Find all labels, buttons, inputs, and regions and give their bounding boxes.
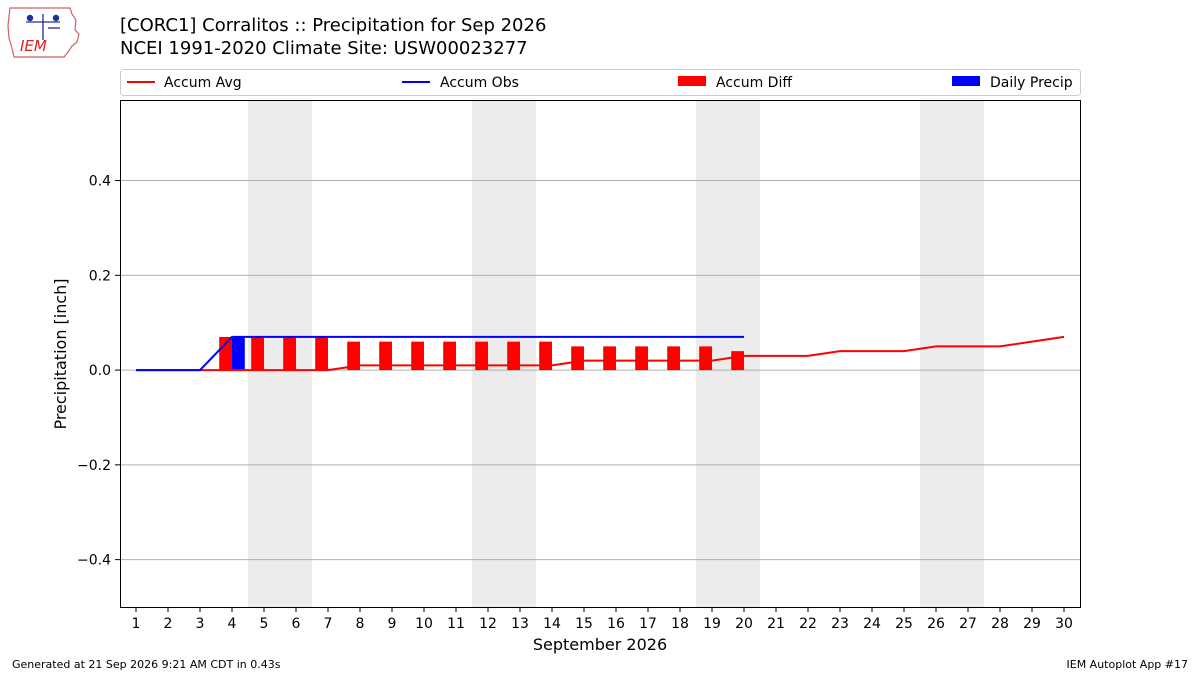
x-tick-label-18: 18 xyxy=(671,616,689,632)
x-tick-label-22: 22 xyxy=(799,616,817,632)
accum-diff-bar-17 xyxy=(635,346,648,371)
accum-diff-bar-16 xyxy=(603,346,616,371)
accum-diff-bar-4 xyxy=(219,336,232,371)
accum-diff-bar-5 xyxy=(251,336,264,371)
legend-item-accum-obs: Accum Obs xyxy=(402,75,519,91)
x-tick-label-3: 3 xyxy=(196,616,205,632)
x-tick-label-13: 13 xyxy=(511,616,529,632)
legend-swatch-accum-diff xyxy=(678,76,706,86)
accum-diff-bar-11 xyxy=(443,341,456,371)
y-tick-label-3: 0.2 xyxy=(89,268,111,284)
y-tick-label-4: 0.4 xyxy=(89,174,111,190)
x-tick-label-1: 1 xyxy=(132,616,141,632)
x-tick-label-29: 29 xyxy=(1023,616,1041,632)
accum-diff-bar-15 xyxy=(571,346,584,371)
x-tick-label-9: 9 xyxy=(388,616,397,632)
accum-obs-line xyxy=(136,335,744,372)
x-tick-label-14: 14 xyxy=(543,616,561,632)
accum-diff-bar-20 xyxy=(731,351,744,371)
accum-diff-bar-14 xyxy=(539,341,552,371)
x-tick-label-28: 28 xyxy=(991,616,1009,632)
x-tick-label-19: 19 xyxy=(703,616,721,632)
chart-title: [CORC1] Corralitos :: Precipitation for … xyxy=(120,15,546,36)
chart-subtitle: NCEI 1991-2020 Climate Site: USW00023277 xyxy=(120,38,528,59)
x-tick-label-5: 5 xyxy=(260,616,269,632)
accum-diff-bar-18 xyxy=(667,346,680,371)
x-tick-label-17: 17 xyxy=(639,616,657,632)
weather-station-icon xyxy=(26,14,60,40)
series-lines xyxy=(136,335,1065,372)
accum-diff-bar-7 xyxy=(315,336,328,371)
x-tick-label-21: 21 xyxy=(767,616,785,632)
daily-precip-bar-4 xyxy=(232,336,245,371)
accum-diff-bar-10 xyxy=(411,341,424,371)
x-tick-label-7: 7 xyxy=(324,616,333,632)
accum-diff-bar-13 xyxy=(507,341,520,371)
y-tick-label-0: −0.4 xyxy=(77,553,111,569)
x-tick-label-12: 12 xyxy=(479,616,497,632)
legend-item-accum-avg: Accum Avg xyxy=(127,75,242,91)
x-tick-label-26: 26 xyxy=(927,616,945,632)
x-tick-label-27: 27 xyxy=(959,616,977,632)
grid-lines xyxy=(120,180,1080,561)
y-tick-label-2: 0.0 xyxy=(89,363,111,379)
x-tick-label-30: 30 xyxy=(1055,616,1073,632)
footer-generated: Generated at 21 Sep 2026 9:21 AM CDT in … xyxy=(12,658,281,671)
legend-frame xyxy=(120,69,1081,96)
x-axis-label: September 2026 xyxy=(533,635,667,654)
x-tick-label-8: 8 xyxy=(356,616,365,632)
logo-text: IEM xyxy=(20,37,47,55)
y-axis: −0.4 −0.2 0.0 0.2 0.4 xyxy=(77,174,120,569)
x-tick-label-10: 10 xyxy=(415,616,433,632)
footer-app: IEM Autoplot App #17 xyxy=(1067,658,1189,671)
accum-diff-bar-8 xyxy=(347,341,360,371)
weekend-band-3 xyxy=(920,100,984,607)
accum-diff-bar-6 xyxy=(283,336,296,371)
legend-label-accum-obs: Accum Obs xyxy=(440,75,519,91)
legend-swatch-daily-precip xyxy=(952,76,980,86)
legend: Accum Avg Accum Obs Accum Diff Daily Pre… xyxy=(120,69,1081,96)
x-tick-label-6: 6 xyxy=(292,616,301,632)
accum-diff-bar-12 xyxy=(475,341,488,371)
x-tick-label-2: 2 xyxy=(164,616,173,632)
x-tick-label-4: 4 xyxy=(228,616,237,632)
x-tick-label-15: 15 xyxy=(575,616,593,632)
x-tick-label-24: 24 xyxy=(863,616,881,632)
y-tick-label-1: −0.2 xyxy=(77,458,111,474)
iem-logo: IEM xyxy=(7,7,80,58)
y-axis-label: Precipitation [inch] xyxy=(51,278,70,429)
legend-label-daily-precip: Daily Precip xyxy=(990,75,1073,91)
legend-item-daily-precip: Daily Precip xyxy=(952,75,1073,91)
bars xyxy=(219,336,744,371)
accum-diff-bar-19 xyxy=(699,346,712,371)
x-tick-label-20: 20 xyxy=(735,616,753,632)
x-tick-label-23: 23 xyxy=(831,616,849,632)
x-tick-label-11: 11 xyxy=(447,616,465,632)
legend-label-accum-diff: Accum Diff xyxy=(716,75,792,91)
x-tick-label-16: 16 xyxy=(607,616,625,632)
plot-frame xyxy=(120,100,1081,608)
accum-avg-line xyxy=(136,335,1065,372)
legend-item-accum-diff: Accum Diff xyxy=(678,75,792,91)
x-tick-label-25: 25 xyxy=(895,616,913,632)
accum-diff-bar-9 xyxy=(379,341,392,371)
x-axis: 1 2 3 4 5 6 7 8 9 10 11 12 13 14 15 16 17 18 19 20 21 22 23 24 2… xyxy=(132,607,1073,632)
legend-label-accum-avg: Accum Avg xyxy=(164,75,242,91)
